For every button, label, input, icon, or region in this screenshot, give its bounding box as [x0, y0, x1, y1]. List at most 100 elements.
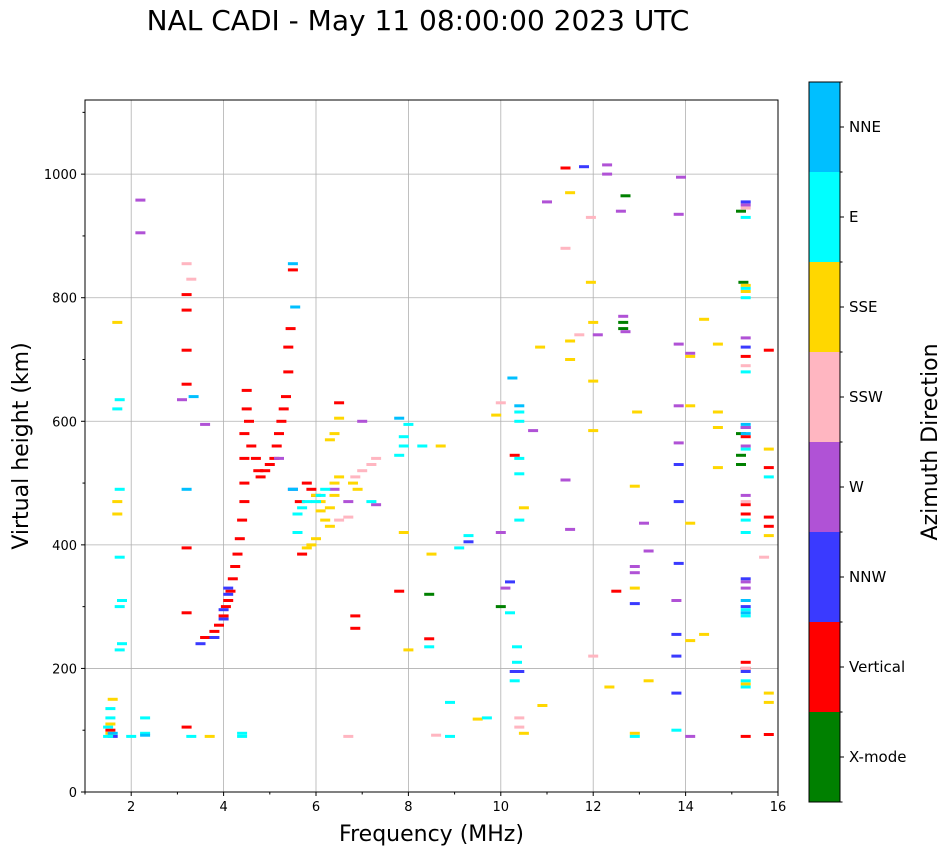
point-vertical: [246, 444, 257, 448]
point-sse: [105, 722, 116, 726]
point-sse: [535, 345, 546, 349]
colorbar-label: SSW: [849, 388, 883, 406]
point-e: [117, 642, 127, 646]
colorbar-segment: [809, 82, 840, 172]
point-e: [740, 531, 751, 534]
point-e: [445, 700, 455, 704]
point-vertical: [394, 589, 405, 593]
point-w: [673, 404, 684, 408]
point-w: [371, 503, 382, 507]
point-e: [105, 707, 116, 711]
point-x-mode: [736, 463, 746, 466]
point-nnw: [740, 200, 751, 204]
point-sse: [604, 685, 615, 689]
point-vertical: [424, 637, 435, 641]
point-vertical: [740, 435, 751, 439]
point-nne: [740, 611, 751, 615]
point-sse: [643, 679, 654, 683]
point-e: [740, 296, 751, 300]
point-vertical: [181, 308, 192, 312]
point-vertical: [200, 636, 211, 639]
point-e: [629, 734, 640, 738]
colorbar-label: X-mode: [849, 748, 906, 766]
point-nne: [740, 432, 751, 436]
point-e: [424, 645, 435, 649]
point-vertical: [740, 734, 751, 738]
point-w: [528, 429, 539, 433]
colorbar-frame: [808, 81, 841, 803]
point-e: [740, 215, 751, 219]
point-w: [357, 419, 368, 423]
point-nnw: [671, 632, 682, 636]
point-sse: [329, 481, 340, 485]
point-vertical: [230, 565, 241, 568]
point-x-mode: [736, 209, 746, 213]
point-sse: [763, 700, 774, 704]
point-vertical: [763, 515, 774, 519]
point-w: [177, 398, 187, 402]
point-sse: [629, 731, 640, 735]
point-vertical: [283, 370, 294, 374]
point-e: [454, 546, 465, 550]
y-tick-label: 1000: [44, 168, 77, 183]
plot-frame: [84, 99, 779, 793]
point-sse: [763, 534, 774, 538]
point-e: [237, 731, 248, 735]
point-ssw: [350, 475, 361, 479]
colorbar-segment: [809, 712, 840, 802]
point-w: [639, 521, 649, 525]
point-nne: [394, 416, 405, 420]
point-nnw: [209, 636, 220, 639]
point-w: [602, 163, 613, 167]
point-nnw: [218, 608, 229, 612]
point-sse: [629, 586, 640, 590]
point-vertical: [232, 552, 243, 556]
point-sse: [588, 320, 599, 324]
point-ssw: [357, 469, 368, 473]
point-ssw: [343, 734, 354, 738]
point-e: [112, 407, 123, 411]
point-sse: [324, 506, 335, 510]
point-vertical: [241, 407, 252, 411]
point-sse: [352, 487, 363, 491]
point-e: [315, 493, 326, 497]
data-points: [103, 163, 774, 738]
point-sse: [398, 531, 409, 534]
y-tick-label: 600: [52, 415, 77, 430]
point-nnw: [673, 561, 684, 565]
colorbar-label: E: [849, 208, 858, 226]
point-w: [565, 527, 576, 531]
point-w: [135, 198, 146, 202]
point-vertical: [244, 419, 254, 423]
y-tick-label: 200: [52, 662, 77, 677]
point-e: [292, 512, 303, 516]
point-vertical: [237, 518, 248, 522]
x-tick-label: 14: [677, 800, 694, 815]
point-e: [445, 734, 455, 738]
point-vertical: [105, 728, 116, 732]
point-e: [514, 419, 525, 423]
point-sse: [329, 493, 340, 497]
point-e: [140, 716, 151, 720]
colorbar-segment: [809, 352, 840, 442]
point-e: [320, 487, 331, 491]
point-e: [514, 456, 525, 460]
point-e: [366, 500, 377, 504]
point-sse: [472, 717, 483, 721]
x-tick-label: 6: [312, 800, 320, 815]
point-vertical: [297, 552, 308, 556]
point-sse: [348, 481, 358, 485]
point-w: [200, 422, 211, 426]
point-e: [740, 679, 751, 683]
point-vertical: [181, 382, 192, 386]
point-e: [117, 599, 127, 602]
point-sse: [112, 512, 123, 516]
y-axis-label: Virtual height (km): [9, 342, 34, 549]
point-x-mode: [736, 453, 746, 457]
point-sse: [320, 518, 331, 522]
point-nnw: [514, 670, 525, 673]
point-w: [274, 456, 284, 460]
point-ssw: [371, 456, 382, 460]
point-sse: [565, 191, 576, 195]
